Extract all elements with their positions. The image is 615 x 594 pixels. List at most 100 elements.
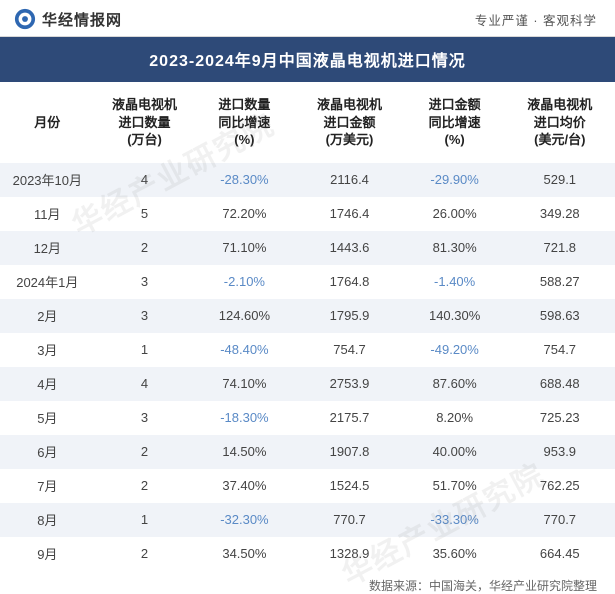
cell-qty_yoy: -18.30% [194,401,294,435]
cell-qty_yoy: -2.10% [194,265,294,299]
cell-qty: 2 [95,231,195,265]
cell-month: 3月 [0,333,95,367]
cell-amt_yoy: 51.70% [405,469,505,503]
cell-amt_yoy: 26.00% [405,197,505,231]
cell-qty: 2 [95,435,195,469]
cell-month: 9月 [0,537,95,571]
table-row: 4月474.10%2753.987.60%688.48 [0,367,615,401]
cell-amt_yoy: 8.20% [405,401,505,435]
cell-month: 11月 [0,197,95,231]
table-row: 12月271.10%1443.681.30%721.8 [0,231,615,265]
cell-avg: 725.23 [505,401,615,435]
slogan: 专业严谨 · 客观科学 [475,10,597,29]
cell-amt: 2116.4 [294,163,404,197]
cell-amt_yoy: 35.60% [405,537,505,571]
table-body: 2023年10月4-28.30%2116.4-29.90%529.111月572… [0,163,615,571]
cell-amt: 754.7 [294,333,404,367]
cell-avg: 770.7 [505,503,615,537]
col-header-qty_yoy: 进口数量同比增速(%) [194,82,294,163]
page-title: 2023-2024年9月中国液晶电视机进口情况 [0,37,615,82]
cell-amt_yoy: -1.40% [405,265,505,299]
cell-qty_yoy: -32.30% [194,503,294,537]
cell-amt_yoy: 40.00% [405,435,505,469]
col-header-avg: 液晶电视机进口均价(美元/台) [505,82,615,163]
cell-amt: 770.7 [294,503,404,537]
cell-amt: 1524.5 [294,469,404,503]
cell-qty: 3 [95,401,195,435]
cell-amt_yoy: 81.30% [405,231,505,265]
cell-avg: 762.25 [505,469,615,503]
cell-month: 6月 [0,435,95,469]
cell-amt: 1746.4 [294,197,404,231]
cell-amt_yoy: -29.90% [405,163,505,197]
table-row: 2月3124.60%1795.9140.30%598.63 [0,299,615,333]
cell-qty: 3 [95,299,195,333]
cell-amt: 1443.6 [294,231,404,265]
cell-avg: 664.45 [505,537,615,571]
cell-month: 12月 [0,231,95,265]
cell-month: 2024年1月 [0,265,95,299]
cell-amt: 1764.8 [294,265,404,299]
col-header-qty: 液晶电视机进口数量(万台) [95,82,195,163]
cell-qty: 2 [95,469,195,503]
cell-amt_yoy: -33.30% [405,503,505,537]
cell-qty: 1 [95,333,195,367]
cell-qty: 2 [95,537,195,571]
brand-name: 华经情报网 [42,9,122,30]
cell-month: 2月 [0,299,95,333]
cell-avg: 754.7 [505,333,615,367]
cell-qty_yoy: -48.40% [194,333,294,367]
cell-qty_yoy: 34.50% [194,537,294,571]
col-header-amt: 液晶电视机进口金额(万美元) [294,82,404,163]
import-table: 月份液晶电视机进口数量(万台)进口数量同比增速(%)液晶电视机进口金额(万美元)… [0,82,615,571]
cell-qty_yoy: 72.20% [194,197,294,231]
cell-qty_yoy: 74.10% [194,367,294,401]
table-row: 11月572.20%1746.426.00%349.28 [0,197,615,231]
cell-qty_yoy: 124.60% [194,299,294,333]
table-row: 3月1-48.40%754.7-49.20%754.7 [0,333,615,367]
cell-qty: 3 [95,265,195,299]
cell-qty: 1 [95,503,195,537]
cell-qty_yoy: 14.50% [194,435,294,469]
cell-avg: 598.63 [505,299,615,333]
cell-amt: 1907.8 [294,435,404,469]
cell-amt_yoy: 87.60% [405,367,505,401]
cell-qty: 5 [95,197,195,231]
cell-amt_yoy: 140.30% [405,299,505,333]
brand-logo-icon [14,8,36,30]
cell-amt: 1795.9 [294,299,404,333]
table-row: 9月234.50%1328.935.60%664.45 [0,537,615,571]
table-row: 8月1-32.30%770.7-33.30%770.7 [0,503,615,537]
cell-month: 4月 [0,367,95,401]
cell-qty: 4 [95,163,195,197]
col-header-amt_yoy: 进口金额同比增速(%) [405,82,505,163]
cell-qty_yoy: -28.30% [194,163,294,197]
cell-amt_yoy: -49.20% [405,333,505,367]
cell-amt: 2753.9 [294,367,404,401]
table-head: 月份液晶电视机进口数量(万台)进口数量同比增速(%)液晶电视机进口金额(万美元)… [0,82,615,163]
cell-month: 2023年10月 [0,163,95,197]
cell-qty_yoy: 71.10% [194,231,294,265]
cell-month: 5月 [0,401,95,435]
table-row: 7月237.40%1524.551.70%762.25 [0,469,615,503]
cell-avg: 588.27 [505,265,615,299]
cell-avg: 349.28 [505,197,615,231]
cell-qty_yoy: 37.40% [194,469,294,503]
data-source: 数据来源：中国海关，华经产业研究院整理 [0,571,615,594]
table-row: 2023年10月4-28.30%2116.4-29.90%529.1 [0,163,615,197]
cell-amt: 2175.7 [294,401,404,435]
cell-qty: 4 [95,367,195,401]
cell-avg: 688.48 [505,367,615,401]
brand: 华经情报网 [14,8,122,30]
col-header-month: 月份 [0,82,95,163]
table-row: 5月3-18.30%2175.78.20%725.23 [0,401,615,435]
table-row: 2024年1月3-2.10%1764.8-1.40%588.27 [0,265,615,299]
cell-avg: 721.8 [505,231,615,265]
table-row: 6月214.50%1907.840.00%953.9 [0,435,615,469]
cell-avg: 529.1 [505,163,615,197]
cell-month: 8月 [0,503,95,537]
cell-month: 7月 [0,469,95,503]
cell-avg: 953.9 [505,435,615,469]
header-bar: 华经情报网 专业严谨 · 客观科学 [0,0,615,37]
cell-amt: 1328.9 [294,537,404,571]
